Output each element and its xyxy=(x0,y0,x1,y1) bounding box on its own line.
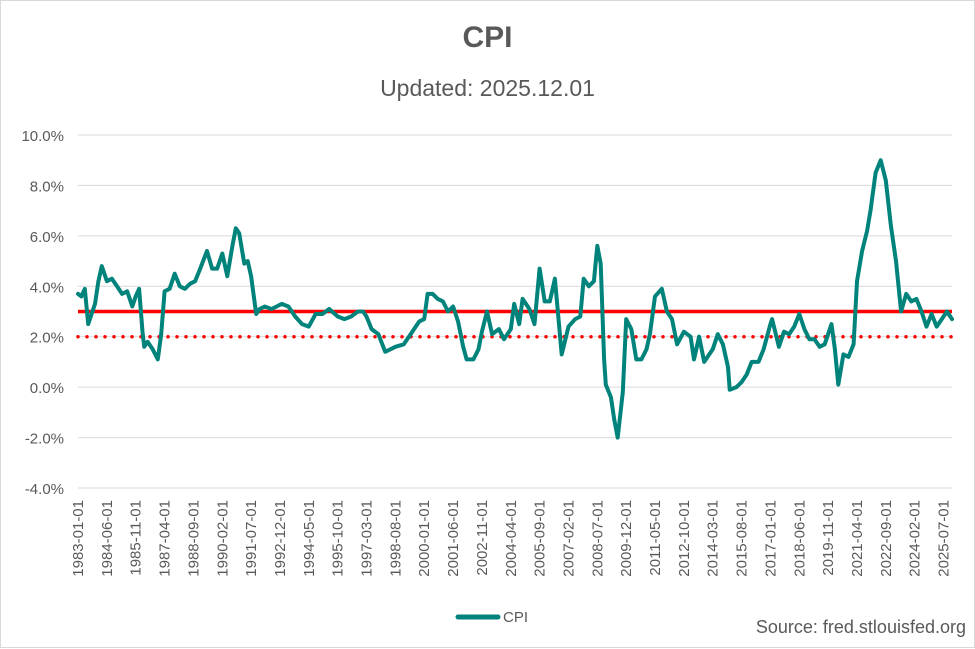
legend-label: CPI xyxy=(503,609,528,626)
legend: CPI xyxy=(458,609,528,626)
x-tick-label: 1992-12-01 xyxy=(272,500,289,577)
x-tick-label: 2021-04-01 xyxy=(849,500,866,577)
x-tick-label: 2008-07-01 xyxy=(589,500,606,577)
x-tick-label: 2000-01-01 xyxy=(416,500,433,577)
x-tick-label: 1994-05-01 xyxy=(301,500,318,577)
x-tick-label: 2018-06-01 xyxy=(791,500,808,577)
x-tick-label: 2009-12-01 xyxy=(618,500,635,577)
x-tick-label: 2007-02-01 xyxy=(560,500,577,577)
x-tick-label: 2001-06-01 xyxy=(445,500,462,577)
y-tick-label: -4.0% xyxy=(25,481,64,498)
x-tick-label: 2017-01-01 xyxy=(762,500,779,577)
x-tick-label: 2011-05-01 xyxy=(647,500,664,576)
x-tick-label: 2024-02-01 xyxy=(907,500,924,577)
cpi-data-points xyxy=(78,160,952,438)
x-tick-label: 2022-09-01 xyxy=(878,500,895,577)
source-note: Source: fred.stlouisfed.org xyxy=(756,617,966,638)
x-tick-label: 2005-09-01 xyxy=(532,500,549,577)
x-tick-label: 2014-03-01 xyxy=(705,500,722,577)
y-tick-label: 2.0% xyxy=(30,330,64,347)
y-tick-label: 10.0% xyxy=(21,128,64,145)
x-tick-label: 1995-10-01 xyxy=(330,500,347,577)
y-tick-label: 4.0% xyxy=(30,279,64,296)
x-tick-label: 1988-09-01 xyxy=(185,500,202,577)
x-tick-label: 2019-11-01 xyxy=(820,500,837,576)
x-tick-label: 1991-07-01 xyxy=(243,500,260,577)
x-tick-label: 2002-11-01 xyxy=(474,500,491,576)
x-tick-label: 1997-03-01 xyxy=(359,500,376,577)
x-tick-label: 1987-04-01 xyxy=(157,500,174,577)
x-tick-label: 1998-08-01 xyxy=(387,500,404,577)
cpi-series-line xyxy=(78,160,952,437)
x-tick-label: 2004-04-01 xyxy=(503,500,520,577)
x-tick-label: 2025-07-01 xyxy=(936,500,953,577)
x-tick-label: 2012-10-01 xyxy=(676,500,693,577)
y-tick-label: -2.0% xyxy=(25,431,64,448)
x-tick-label: 2015-08-01 xyxy=(734,500,751,577)
x-tick-label: 1985-11-01 xyxy=(128,500,145,576)
x-tick-label: 1983-01-01 xyxy=(70,500,87,577)
y-tick-label: 0.0% xyxy=(30,380,64,397)
x-tick-label: 1990-02-01 xyxy=(214,500,231,577)
x-tick-label: 1984-06-01 xyxy=(99,500,116,577)
y-tick-label: 6.0% xyxy=(30,229,64,246)
y-tick-label: 8.0% xyxy=(30,178,64,195)
